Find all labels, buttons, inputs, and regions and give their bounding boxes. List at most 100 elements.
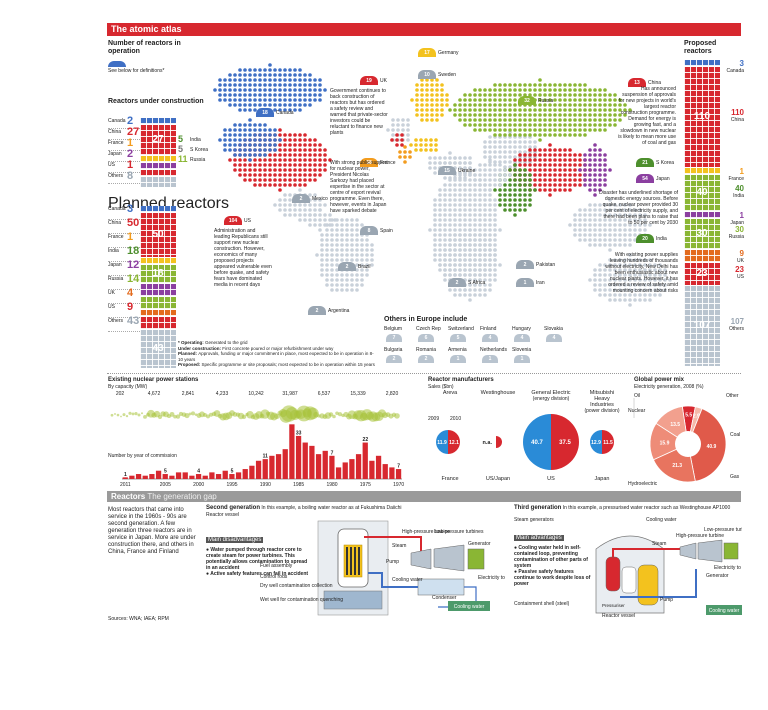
map-dot xyxy=(248,73,252,77)
map-dot xyxy=(488,113,492,117)
map-dot xyxy=(483,108,487,112)
map-dot xyxy=(503,150,507,154)
map-dot xyxy=(263,173,267,177)
map-dot xyxy=(258,128,262,132)
proposed-value: 107 xyxy=(730,317,744,326)
map-dot xyxy=(308,153,312,157)
third-gen-subtitle: In this example, a pressurised water rea… xyxy=(562,505,731,511)
map-dot xyxy=(278,148,282,152)
map-dot xyxy=(238,93,242,97)
map-dot xyxy=(440,83,444,87)
map-dot xyxy=(458,193,462,197)
map-dot xyxy=(543,128,547,132)
bar-tick-label: 2011 xyxy=(120,482,131,488)
map-dot xyxy=(401,128,405,132)
map-dot xyxy=(320,243,324,247)
map-dot xyxy=(430,108,434,112)
map-dot xyxy=(303,178,307,182)
map-dot xyxy=(433,213,437,217)
map-dot xyxy=(238,98,242,102)
map-dot xyxy=(268,78,272,82)
bar-value-label: 33 xyxy=(296,430,302,436)
map-dot xyxy=(303,208,307,212)
proposed-grid-value: 107 xyxy=(693,320,711,331)
commission-bar xyxy=(129,475,135,479)
manufacturer-col: Westinghouse xyxy=(476,390,520,396)
side-row: 11 Russia xyxy=(178,154,226,166)
map-dot xyxy=(258,148,262,152)
map-dot xyxy=(345,243,349,247)
map-dot xyxy=(538,113,542,117)
map-dot xyxy=(320,248,324,252)
row-divider xyxy=(108,219,142,220)
map-dot xyxy=(563,83,567,87)
map-dot xyxy=(370,248,374,252)
country-row: Canada 2 xyxy=(108,115,168,129)
europe-country-name: Switzerland xyxy=(448,326,474,332)
map-dot xyxy=(268,173,272,177)
map-dot xyxy=(578,108,582,112)
map-dot xyxy=(473,93,477,97)
map-dot xyxy=(443,228,447,232)
europe-country: Finland 4 xyxy=(480,326,512,346)
map-dot xyxy=(365,273,369,277)
map-dot xyxy=(473,108,477,112)
map-dot xyxy=(283,198,287,202)
power-mix-heading: Global power mix xyxy=(634,377,685,383)
proposed-name: Russia xyxy=(728,234,744,240)
map-dot xyxy=(533,140,537,144)
map-dot xyxy=(473,203,477,207)
map-dot xyxy=(268,128,272,132)
grid-block-value: 50 xyxy=(152,229,164,240)
map-dot xyxy=(313,98,317,102)
capacity-label: 31,987 xyxy=(282,391,298,397)
map-dot xyxy=(409,143,413,147)
map-dot xyxy=(440,108,444,112)
map-dot xyxy=(313,213,317,217)
map-dot xyxy=(238,68,242,72)
generation-banner-subtitle: The generation gap xyxy=(147,492,217,501)
map-dot xyxy=(513,93,517,97)
proposed-value: 1 xyxy=(739,211,744,220)
map-dot xyxy=(233,128,237,132)
map-dot xyxy=(283,178,287,182)
map-dot xyxy=(548,113,552,117)
map-dot xyxy=(558,83,562,87)
map-dot xyxy=(603,118,607,122)
map-dot xyxy=(345,253,349,257)
map-label-name: Pakistan xyxy=(536,262,556,268)
map-dot xyxy=(258,158,262,162)
map-dot xyxy=(238,143,242,147)
third-gen-title: Third generation xyxy=(514,505,562,511)
map-dot xyxy=(463,213,467,217)
map-dot xyxy=(288,138,292,142)
map-dot xyxy=(243,163,247,167)
side-name: S Korea xyxy=(190,147,209,153)
map-dot xyxy=(288,158,292,162)
map-dot xyxy=(593,128,597,132)
map-dot xyxy=(340,228,344,232)
map-dot xyxy=(558,113,562,117)
map-dot xyxy=(578,118,582,122)
label-steam-generators: Steam generators xyxy=(514,517,554,523)
map-dot xyxy=(330,243,334,247)
map-dot xyxy=(593,123,597,127)
map-dot xyxy=(553,108,557,112)
label-pressuriser: Pressuriser xyxy=(602,603,625,608)
map-dot xyxy=(288,178,292,182)
map-dot xyxy=(323,168,327,172)
map-dot xyxy=(508,103,512,107)
map-dot xyxy=(430,103,434,107)
manufacturer-value-2009: 12.9 xyxy=(591,440,601,446)
map-dot xyxy=(325,238,329,242)
lp-turbines xyxy=(433,544,465,572)
grid-block xyxy=(140,170,176,176)
commission-bar xyxy=(335,467,342,479)
map-dot xyxy=(433,233,437,237)
country-row: France 1 xyxy=(108,231,168,248)
map-dot xyxy=(493,223,497,227)
manufacturer-name: Westinghouse xyxy=(480,390,516,396)
proposed-grid-value: 30 xyxy=(696,228,708,239)
europe-country-name: Czech Rep xyxy=(416,326,441,332)
map-dot xyxy=(478,228,482,232)
